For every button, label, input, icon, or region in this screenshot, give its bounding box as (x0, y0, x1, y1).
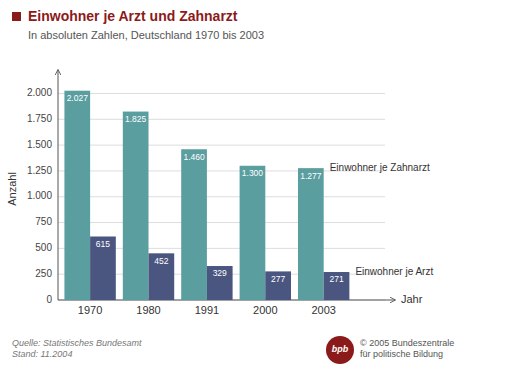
y-tick-label: 1.500 (27, 139, 52, 150)
y-tick-label: 1.250 (27, 165, 52, 176)
data-label: 329 (213, 268, 227, 278)
title-icon (12, 12, 21, 21)
text-line: Stand: 11.2004 (12, 349, 72, 359)
data-label: 1.460 (183, 152, 205, 162)
y-tick-label: 1.000 (27, 190, 52, 201)
grid-line (58, 93, 385, 94)
data-label: 452 (154, 256, 168, 266)
bar (207, 266, 233, 300)
data-label: 2.027 (67, 93, 89, 103)
data-label: 1.825 (125, 114, 147, 124)
y-tick-label: 750 (35, 216, 52, 227)
grid-line (58, 145, 385, 146)
bar (64, 91, 90, 300)
y-tick-label: 2.000 (27, 87, 52, 98)
bar (298, 168, 324, 300)
x-tick-label: 2003 (311, 304, 335, 316)
subtitle: In absoluten Zahlen, Deutschland 1970 bi… (28, 29, 264, 41)
x-tick-label: 1980 (136, 304, 160, 316)
y-tick-label: 500 (35, 242, 52, 253)
text-line: für politische Bildung (360, 349, 443, 359)
data-labels: 2.027 1.825 1.460 1.300 1.277 615 452 329 277 271 (67, 93, 344, 284)
y-axis-label: Anzahl (6, 172, 18, 206)
legend-entry: Einwohner je Arzt (355, 266, 433, 277)
grid-line (58, 196, 385, 197)
y-tick-label: 1.750 (27, 113, 52, 124)
legend-entry: Einwohner je Zahnarzt (330, 162, 430, 173)
y-axis-line (58, 70, 59, 300)
bars (64, 91, 349, 300)
data-label: 615 (96, 239, 110, 249)
x-tick-label: 2000 (253, 304, 277, 316)
data-label: 271 (329, 274, 343, 284)
copyright: © 2005 Bundeszentralefür politische Bild… (360, 338, 454, 359)
bar (90, 236, 116, 300)
bar (240, 166, 266, 300)
y-axis: 0 250 500 750 1.000 1.250 1.500 1.750 2.000 (27, 87, 385, 305)
y-tick-label: 250 (35, 268, 52, 279)
text-line: Quelle: Statistisches Bundesamt (12, 338, 142, 348)
logo-text: bpb (332, 344, 349, 354)
bar (265, 271, 291, 300)
data-label: 1.277 (300, 171, 322, 181)
bar (123, 112, 149, 300)
title: Einwohner je Arzt und Zahnarzt (28, 8, 238, 24)
y-tick-label: 0 (46, 294, 52, 305)
data-label: 1.300 (242, 168, 264, 178)
chart: Einwohner je Arzt und Zahnarzt In absolut… (0, 0, 509, 374)
grid-line (58, 119, 385, 120)
data-label: 277 (271, 274, 285, 284)
text-line: © 2005 Bundeszentrale (360, 338, 454, 348)
logo-circle (326, 336, 354, 364)
bar (181, 149, 207, 300)
grid-line (58, 222, 385, 223)
bar (324, 272, 350, 300)
bar (149, 253, 175, 300)
x-tick-label: 1991 (195, 304, 219, 316)
x-tick-label: 1970 (78, 304, 102, 316)
source: Quelle: Statistisches BundesamtStand: 11… (12, 338, 142, 359)
x-axis-label: Jahr (401, 293, 423, 305)
